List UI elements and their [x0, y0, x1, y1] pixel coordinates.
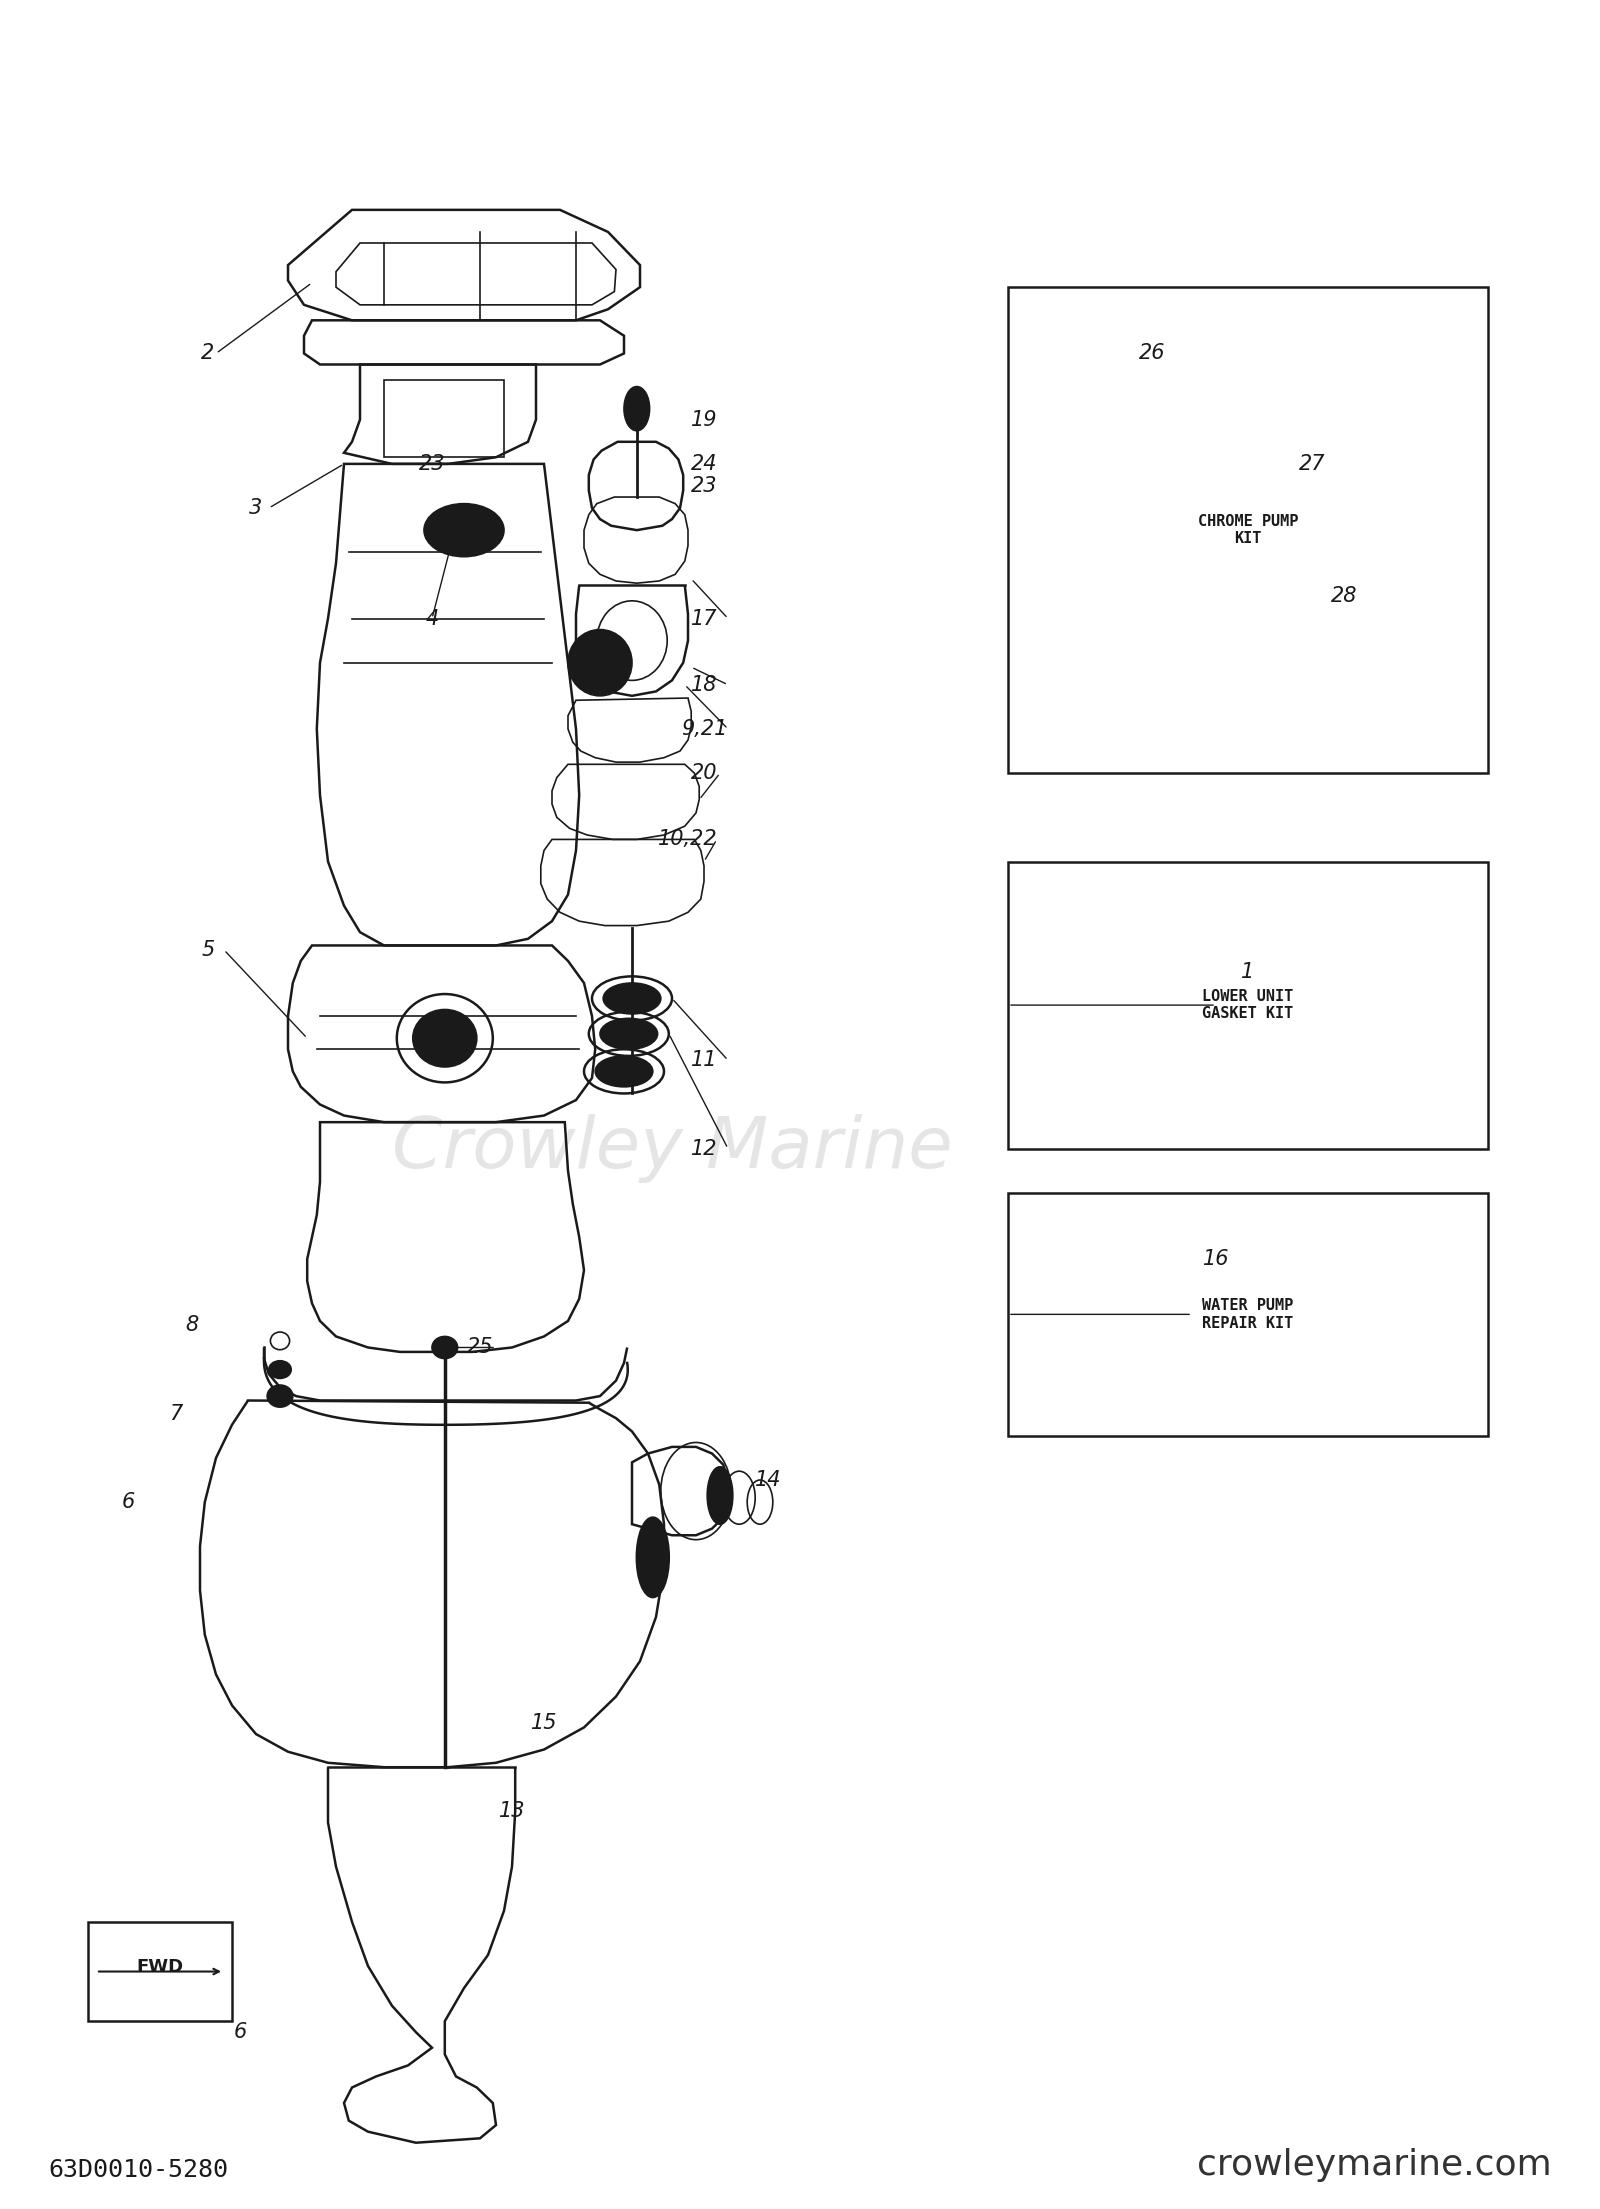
Ellipse shape [637, 1518, 669, 1597]
Text: 18: 18 [691, 674, 717, 696]
Text: 4: 4 [426, 607, 438, 630]
Text: 6: 6 [234, 2021, 246, 2043]
Ellipse shape [707, 1467, 733, 1524]
Text: CHROME PUMP
KIT: CHROME PUMP KIT [1198, 515, 1298, 546]
Text: 11: 11 [691, 1049, 717, 1071]
Text: 23: 23 [419, 453, 445, 475]
Text: 63D0010-5280: 63D0010-5280 [48, 2158, 229, 2182]
Text: 20: 20 [691, 762, 717, 784]
Text: 5: 5 [202, 939, 214, 961]
Ellipse shape [1189, 406, 1227, 442]
Ellipse shape [432, 1336, 458, 1359]
Text: 28: 28 [1331, 585, 1357, 607]
Text: 19: 19 [691, 409, 717, 431]
Text: 26: 26 [1139, 342, 1165, 364]
Text: 2: 2 [202, 342, 214, 364]
Bar [384, 380, 504, 457]
Text: 15: 15 [531, 1712, 557, 1734]
Text: 25: 25 [467, 1336, 493, 1359]
Text: Crowley Marine: Crowley Marine [392, 1113, 952, 1184]
Text: 10,22: 10,22 [658, 828, 718, 850]
Text: 9,21: 9,21 [682, 718, 726, 740]
FancyBboxPatch shape [1008, 287, 1488, 773]
FancyBboxPatch shape [1008, 862, 1488, 1149]
Text: 6: 6 [122, 1491, 134, 1513]
Ellipse shape [424, 504, 504, 557]
Text: 12: 12 [691, 1138, 717, 1160]
FancyBboxPatch shape [1008, 1193, 1488, 1436]
Ellipse shape [269, 1361, 291, 1378]
Ellipse shape [267, 1385, 293, 1407]
Text: 16: 16 [1203, 1248, 1229, 1270]
FancyBboxPatch shape [88, 1922, 232, 2021]
Text: WATER PUMP
REPAIR KIT: WATER PUMP REPAIR KIT [1202, 1299, 1294, 1330]
Text: 13: 13 [499, 1800, 525, 1822]
Ellipse shape [624, 387, 650, 431]
Text: 14: 14 [755, 1469, 781, 1491]
Text: FWD: FWD [136, 1957, 184, 1977]
Ellipse shape [1160, 314, 1256, 371]
Ellipse shape [595, 1056, 653, 1087]
Text: 1: 1 [1242, 961, 1254, 983]
Text: 7: 7 [170, 1403, 182, 1425]
Text: 27: 27 [1299, 453, 1325, 475]
Text: LOWER UNIT
GASKET KIT: LOWER UNIT GASKET KIT [1202, 990, 1294, 1021]
Text: 24: 24 [691, 453, 717, 475]
Text: 8: 8 [186, 1314, 198, 1336]
Ellipse shape [600, 1018, 658, 1049]
Ellipse shape [413, 1010, 477, 1067]
Text: 3: 3 [250, 497, 262, 519]
Ellipse shape [568, 630, 632, 696]
Text: crowleymarine.com: crowleymarine.com [1197, 2149, 1552, 2182]
Text: 23: 23 [691, 475, 717, 497]
Text: 17: 17 [691, 607, 717, 630]
Ellipse shape [603, 983, 661, 1014]
